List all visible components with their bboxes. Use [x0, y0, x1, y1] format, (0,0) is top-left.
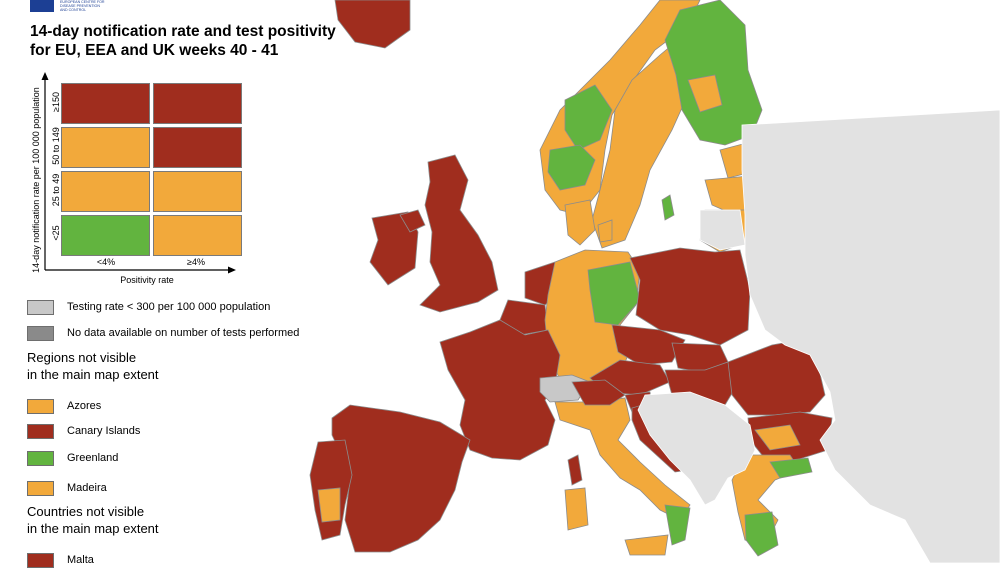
legend-label: Malta [67, 554, 94, 566]
map-region-portugal-centre [317, 487, 341, 523]
matrix-cell [153, 83, 242, 124]
matrix-col-label: <4% [96, 257, 116, 267]
legend-swatch [27, 326, 54, 341]
matrix-cell [61, 127, 150, 168]
legend-swatch [27, 481, 54, 496]
map-region-spain [331, 404, 471, 553]
map-region-poland [629, 247, 751, 346]
map-region-denmark [564, 199, 596, 246]
map-region-non-eu-eea-countries [741, 109, 1000, 563]
matrix-row-label: <25 [51, 225, 61, 241]
matrix-cell [61, 83, 150, 124]
map-title-line-2: for EU, EEA and UK weeks 40 - 41 [30, 42, 279, 59]
map-title-line-1: 14-day notification rate and test positi… [30, 23, 336, 40]
map-region-germany-east [587, 261, 641, 326]
map-region-non-eu-eea-countries [637, 391, 756, 506]
matrix-row-label: 50 to 149 [51, 127, 61, 165]
map-region-sicily [624, 534, 669, 556]
legend-swatch [27, 424, 54, 439]
matrix-row-label: 25 to 49 [51, 173, 61, 207]
legend-label: No data available on number of tests per… [67, 327, 300, 339]
map-region-greece-north-east [769, 457, 813, 479]
legend-label: Testing rate < 300 per 100 000 populatio… [67, 301, 271, 313]
map-region-non-eu-eea-countries [699, 209, 746, 251]
ecdc-logo: EUROPEAN CENTRE FOR DISEASE PREVENTION A… [30, 0, 170, 14]
map-region-finland [664, 0, 763, 146]
legend-swatch [27, 300, 54, 315]
map-region-bulgaria-south [754, 424, 801, 451]
matrix-cell [61, 171, 150, 212]
eu-flag-icon [30, 0, 54, 12]
map-region-czechia [611, 324, 686, 366]
map-region-norway-west [564, 84, 613, 151]
map-region-norway-south-west [547, 144, 596, 191]
legend-label: Canary Islands [67, 425, 141, 437]
regions-heading: Regions not visible in the main map exte… [27, 350, 159, 382]
map-title: 14-day notification rate and test positi… [30, 22, 336, 60]
map-region-united-kingdom [399, 209, 426, 233]
legend-label: Madeira [67, 482, 107, 494]
map-region-calabria [664, 504, 691, 546]
matrix-cell [61, 215, 150, 256]
matrix-cell [153, 215, 242, 256]
map-region-corsica [567, 454, 583, 486]
countries-heading: Countries not visible in the main map ex… [27, 504, 159, 536]
matrix-cell [153, 171, 242, 212]
map-region-united-kingdom [419, 154, 499, 313]
map-region-peloponnese [744, 511, 779, 557]
legend-swatch [27, 399, 54, 414]
matrix-cell [153, 127, 242, 168]
map-region-gotland [661, 194, 675, 221]
legend-swatch [27, 451, 54, 466]
ecdc-logo-text: EUROPEAN CENTRE FOR DISEASE PREVENTION A… [60, 0, 105, 13]
map-region-finland-west [687, 74, 723, 113]
legend-label: Azores [67, 400, 102, 412]
legend-label: Greenland [67, 452, 119, 464]
matrix-row-label: ≥150 [51, 92, 61, 112]
map-region-sardinia [564, 487, 589, 531]
legend-swatch [27, 553, 54, 568]
map-region-denmark [597, 219, 613, 243]
matrix-y-axis-label: 14-day notification rate per 100 000 pop… [31, 87, 41, 273]
map-regions-layer [309, 0, 1000, 563]
map-region-iceland [334, 0, 411, 49]
matrix-x-axis-label: Positivity rate [120, 275, 174, 285]
map-region-belgium [499, 299, 549, 336]
matrix-col-label: ≥4% [187, 257, 205, 267]
map-region-italy-north [571, 379, 626, 406]
map-region-france [439, 319, 561, 461]
